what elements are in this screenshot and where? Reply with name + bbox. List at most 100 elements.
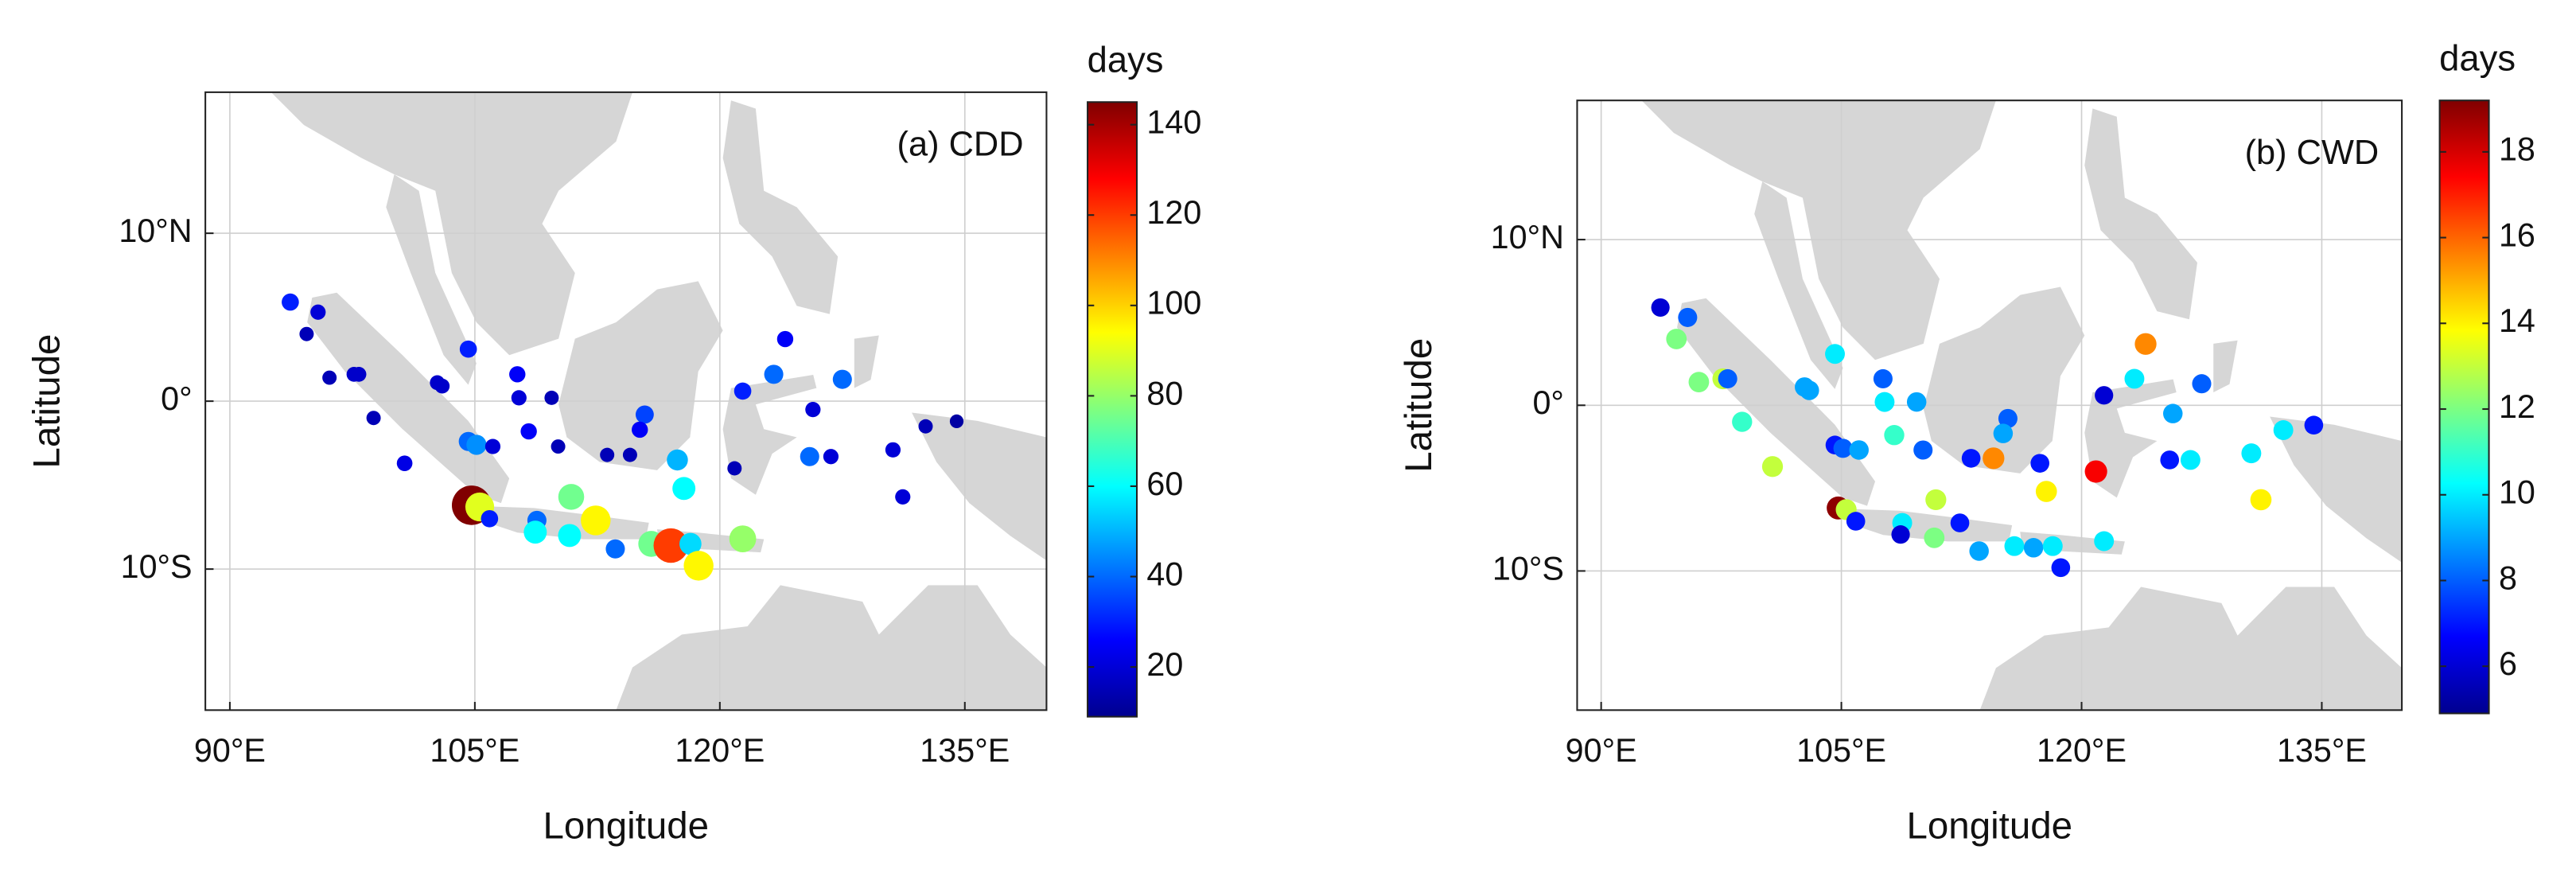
- station-point: [622, 447, 637, 462]
- panel-title: (a) CDD: [897, 125, 1024, 163]
- station-point: [511, 390, 527, 406]
- colorbar-tick-label: 8: [2499, 559, 2517, 596]
- x-tick-label: 135°E: [920, 732, 1010, 769]
- y-tick-label: 10°N: [1491, 219, 1564, 255]
- station-point: [2023, 538, 2044, 558]
- station-point: [544, 390, 559, 405]
- colorbar-label: days: [1088, 40, 1164, 80]
- station-point: [1884, 425, 1905, 446]
- station-point: [1761, 456, 1784, 477]
- station-point: [1913, 440, 1933, 460]
- x-tick-label: 120°E: [675, 732, 765, 769]
- station-point: [509, 366, 526, 383]
- station-point: [1906, 392, 1927, 412]
- colorbar-tick-label: 18: [2499, 131, 2535, 168]
- station-point: [2004, 536, 2025, 556]
- station-point: [805, 402, 821, 418]
- station-point: [683, 551, 714, 581]
- station-point: [1732, 411, 1753, 432]
- station-point: [832, 369, 852, 389]
- colorbar-tick-label: 100: [1146, 285, 1201, 322]
- colorbar-tick-label: 40: [1146, 555, 1183, 592]
- station-point: [1678, 307, 1698, 327]
- y-tick-label: 10°S: [1492, 550, 1564, 587]
- station-point: [1969, 541, 1989, 561]
- station-point: [885, 442, 901, 458]
- station-point: [895, 489, 911, 505]
- station-point: [2160, 450, 2180, 470]
- x-tick-label: 120°E: [2037, 732, 2127, 769]
- station-point: [2035, 481, 2057, 502]
- station-point: [434, 378, 450, 394]
- y-axis-label: Latitude: [25, 334, 68, 469]
- points: [1651, 298, 2324, 578]
- station-point: [1998, 408, 2018, 428]
- station-point: [653, 528, 688, 563]
- x-tick-label: 105°E: [430, 732, 519, 769]
- station-point: [764, 364, 784, 384]
- station-point: [800, 446, 819, 466]
- colorbar: [2438, 99, 2490, 715]
- station-point: [282, 293, 299, 311]
- station-point: [558, 484, 585, 510]
- station-point: [1993, 423, 2014, 443]
- station-point: [520, 423, 537, 440]
- station-point: [632, 421, 648, 438]
- station-point: [823, 449, 839, 465]
- station-point: [1874, 392, 1895, 412]
- station-point: [2273, 420, 2294, 440]
- station-point: [2192, 374, 2212, 394]
- colorbar-tick-label: 12: [2499, 388, 2535, 425]
- station-point: [1846, 512, 1866, 531]
- station-point: [918, 419, 933, 434]
- colorbar-tick-label: 120: [1146, 194, 1201, 231]
- x-axis-label: Longitude: [1906, 805, 2072, 848]
- station-point: [523, 520, 547, 544]
- station-point: [727, 461, 742, 476]
- station-point: [1925, 489, 1947, 511]
- y-axis-label: Latitude: [1398, 338, 1440, 473]
- station-point: [2250, 489, 2272, 511]
- station-point: [484, 438, 501, 454]
- station-point: [1873, 368, 1893, 388]
- x-axis-label: Longitude: [543, 805, 709, 848]
- y-tick-label: 10°N: [119, 212, 192, 249]
- station-point: [776, 330, 794, 348]
- station-point: [551, 439, 566, 454]
- station-point: [605, 539, 625, 559]
- colorbar-tick-label: 60: [1146, 466, 1183, 502]
- colorbar-tick-label: 140: [1146, 104, 1201, 141]
- colorbar-label: days: [2439, 38, 2516, 79]
- station-point: [2163, 403, 2183, 423]
- station-point: [558, 524, 582, 548]
- station-point: [2124, 368, 2145, 389]
- station-point: [459, 340, 477, 358]
- station-point: [1833, 438, 1853, 458]
- station-point: [1891, 525, 1910, 544]
- points: [282, 293, 964, 581]
- station-point: [1825, 344, 1845, 364]
- station-point: [1651, 298, 1670, 318]
- station-point: [581, 505, 611, 536]
- station-point: [2094, 531, 2115, 551]
- station-point: [1924, 527, 1945, 548]
- station-point: [322, 370, 337, 385]
- colorbar-tick-label: 20: [1146, 646, 1183, 683]
- station-point: [672, 477, 696, 501]
- station-point: [1849, 440, 1869, 460]
- station-point: [396, 455, 413, 472]
- station-point: [1983, 447, 2005, 470]
- station-point: [366, 411, 381, 426]
- station-point: [733, 382, 752, 400]
- y-tick-label: 0°: [161, 380, 192, 417]
- station-point: [949, 414, 964, 429]
- colorbar-tick-label: 80: [1146, 375, 1183, 411]
- station-point: [1800, 380, 1819, 400]
- station-point: [2134, 333, 2157, 355]
- axes-frame: [204, 91, 1048, 711]
- station-point: [2241, 443, 2262, 464]
- station-point: [667, 449, 688, 471]
- station-point: [2180, 450, 2200, 470]
- station-point: [1718, 368, 1737, 388]
- x-tick-label: 90°E: [1566, 732, 1637, 769]
